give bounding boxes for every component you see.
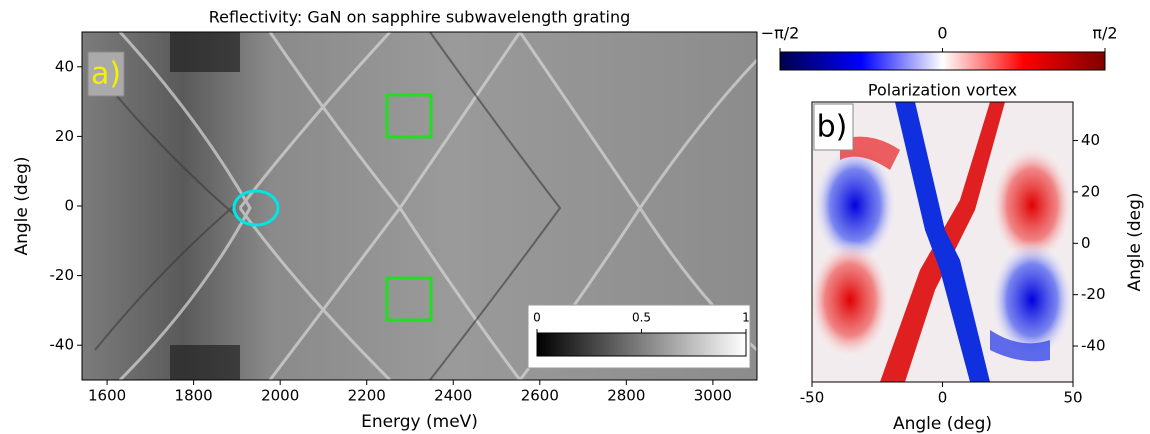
colorbar-tick-label: −π/2 xyxy=(761,24,800,43)
highlight-box xyxy=(385,276,433,322)
x-tick-label: -50 xyxy=(800,389,825,407)
x-tick-label: 2600 xyxy=(521,387,559,405)
x-tick-label: 2400 xyxy=(434,387,472,405)
y-tick-label: -40 xyxy=(50,336,75,354)
heatmap-image xyxy=(82,32,757,380)
colorbar-tick-label: 1 xyxy=(742,311,750,325)
x-axis-label: Energy (meV) xyxy=(361,412,478,432)
x-tick-label: 0 xyxy=(938,389,948,407)
y-axis-label: Angle (deg) xyxy=(12,156,32,255)
colorbar-tick-label: 0.5 xyxy=(632,311,651,325)
panel-label-box xyxy=(87,51,125,97)
heatmap-image xyxy=(812,102,1073,382)
panel-label-box xyxy=(813,103,854,151)
x-tick-label: 2200 xyxy=(348,387,386,405)
y-tick-label: 0 xyxy=(1081,234,1091,252)
x-tick-label: 3000 xyxy=(694,387,732,405)
colorbar-tick-label: π/2 xyxy=(1092,24,1117,43)
x-tick-label: 1600 xyxy=(88,387,126,405)
y-tick-label: 20 xyxy=(1081,182,1100,200)
x-tick-label: 50 xyxy=(1063,389,1082,407)
colorbar-tick-label: 0 xyxy=(533,311,541,325)
colorbar xyxy=(779,51,1106,71)
chart-title: Reflectivity: GaN on sapphire subwavelen… xyxy=(209,8,631,27)
y-tick-label: 40 xyxy=(1081,131,1100,149)
colorbar-tick-label: 0 xyxy=(937,24,947,43)
chart-title: Polarization vortex xyxy=(868,81,1017,100)
x-tick-label: 2800 xyxy=(607,387,645,405)
y-tick-label: 20 xyxy=(55,127,74,145)
y-tick-label: -20 xyxy=(50,266,75,284)
y-tick-label: 0 xyxy=(64,197,74,215)
y-tick-label: -40 xyxy=(1081,337,1106,355)
x-axis-label: Angle (deg) xyxy=(893,414,992,434)
panel-label: b) xyxy=(817,110,848,145)
x-tick-label: 1800 xyxy=(175,387,213,405)
y-axis-label: Angle (deg) xyxy=(1125,192,1145,291)
panel-label: a) xyxy=(91,57,121,92)
y-tick-label: 40 xyxy=(55,57,74,75)
y-tick-label: -20 xyxy=(1081,285,1106,303)
x-tick-label: 2000 xyxy=(261,387,299,405)
highlight-box xyxy=(385,93,433,139)
colorbar xyxy=(536,332,747,357)
highlight-ellipse xyxy=(232,189,280,227)
